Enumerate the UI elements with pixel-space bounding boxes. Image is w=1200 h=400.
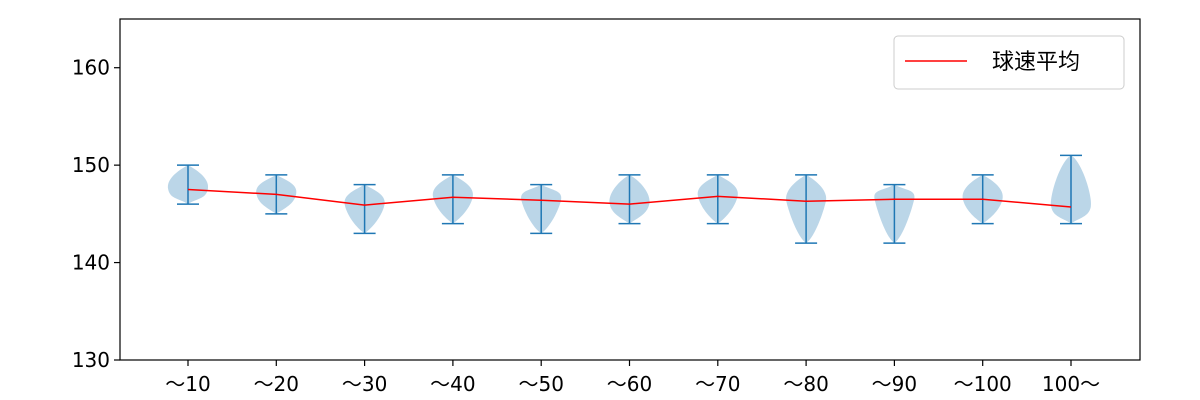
x-tick-label: 〜10	[165, 372, 210, 396]
average-line-group	[187, 188, 1072, 208]
x-tick-label: 〜50	[518, 372, 563, 396]
legend: 球速平均	[893, 35, 1125, 90]
x-tick-label: 〜30	[342, 372, 387, 396]
x-axis: 〜10 〜20 〜30 〜40 〜50 〜60 〜70 〜80 〜90 〜100 100〜	[165, 360, 1100, 396]
legend-label: 球速平均	[992, 50, 1080, 75]
x-tick-label: 〜100	[954, 372, 1012, 396]
x-tick-label: 〜40	[430, 372, 475, 396]
x-tick-label: 〜20	[254, 372, 299, 396]
legend-box	[893, 35, 1125, 90]
y-tick-label: 150	[72, 153, 110, 177]
x-tick-label: 〜90	[872, 372, 917, 396]
average-speed-line	[187, 188, 1072, 208]
y-axis: 130 140 150 160	[72, 56, 120, 372]
y-tick-label: 130	[72, 348, 110, 372]
y-tick-label: 140	[72, 251, 110, 275]
y-tick-label: 160	[72, 56, 110, 80]
x-tick-label: 100〜	[1042, 372, 1100, 396]
x-tick-label: 〜60	[607, 372, 652, 396]
x-tick-label: 〜70	[695, 372, 740, 396]
x-tick-label: 〜80	[783, 372, 828, 396]
